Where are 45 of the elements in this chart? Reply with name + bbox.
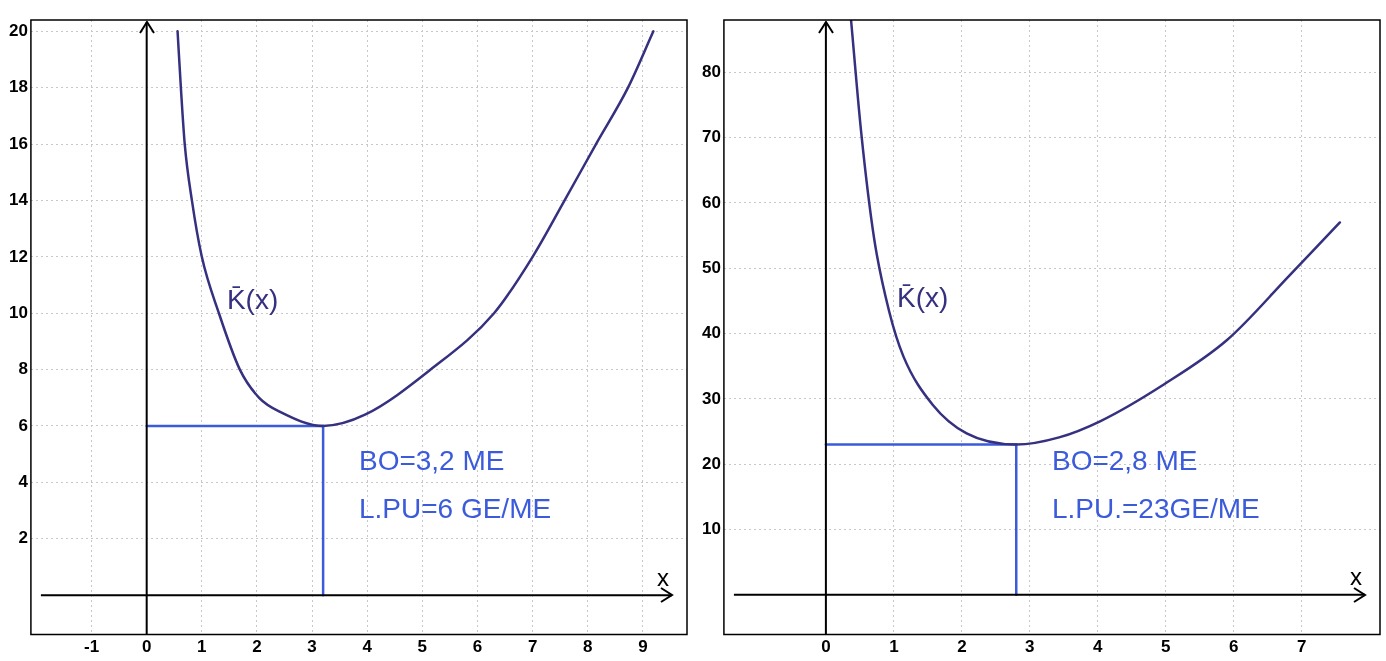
x-axis-title: x <box>1350 563 1362 591</box>
x-tick-label: 4 <box>1093 637 1104 657</box>
y-tick-label: 20 <box>8 20 28 40</box>
x-tick-label: 7 <box>1297 637 1307 657</box>
y-tick-label: 16 <box>8 133 28 153</box>
y-tick-label: 10 <box>701 519 721 539</box>
x-tick-label: 2 <box>252 637 262 657</box>
x-tick-label: 0 <box>141 637 152 657</box>
x-tick-label: 1 <box>889 637 899 657</box>
y-tick-label: 14 <box>8 190 29 210</box>
y-tick-label: 4 <box>18 472 29 492</box>
y-tick-label: 18 <box>8 77 28 97</box>
y-tick-label: 80 <box>701 61 721 81</box>
annotation: BO=3,2 ME <box>358 445 505 477</box>
x-tick-label: 5 <box>417 637 428 657</box>
x-tick-label: 7 <box>527 637 538 657</box>
y-tick-label: 70 <box>701 127 721 147</box>
x-tick-label: 2 <box>957 637 967 657</box>
series-label: K̄(x) <box>226 283 279 315</box>
y-tick-label: 20 <box>701 453 721 473</box>
x-tick-label: 0 <box>821 637 831 657</box>
annotation: L.PU.=23GE/ME <box>1051 493 1260 525</box>
x-tick-label: 6 <box>1229 637 1239 657</box>
x-tick-label: 8 <box>583 637 593 657</box>
x-tick-label: 3 <box>1025 637 1035 657</box>
y-tick-label: 30 <box>701 388 721 408</box>
y-tick-label: 10 <box>8 302 28 322</box>
x-axis-title: x <box>657 563 669 591</box>
x-tick-label: 5 <box>1161 637 1171 657</box>
y-tick-label: 12 <box>8 246 28 266</box>
annotation: BO=2,8 ME <box>1051 445 1198 477</box>
x-tick-label: 3 <box>307 637 317 657</box>
x-tick-label: 9 <box>638 637 648 657</box>
y-tick-label: 6 <box>18 415 28 435</box>
y-tick-label: 40 <box>701 323 721 343</box>
x-tick-label: -1 <box>83 637 100 657</box>
x-tick-label: 6 <box>472 637 483 657</box>
y-tick-label: 50 <box>701 257 721 277</box>
y-tick-label: 60 <box>701 192 721 212</box>
y-tick-label: 2 <box>18 528 28 548</box>
annotation: L.PU=6 GE/ME <box>358 493 552 525</box>
x-tick-label: 4 <box>362 637 373 657</box>
series-label: K̄(x) <box>897 282 949 314</box>
y-tick-label: 8 <box>18 359 28 379</box>
x-tick-label: 1 <box>197 637 207 657</box>
